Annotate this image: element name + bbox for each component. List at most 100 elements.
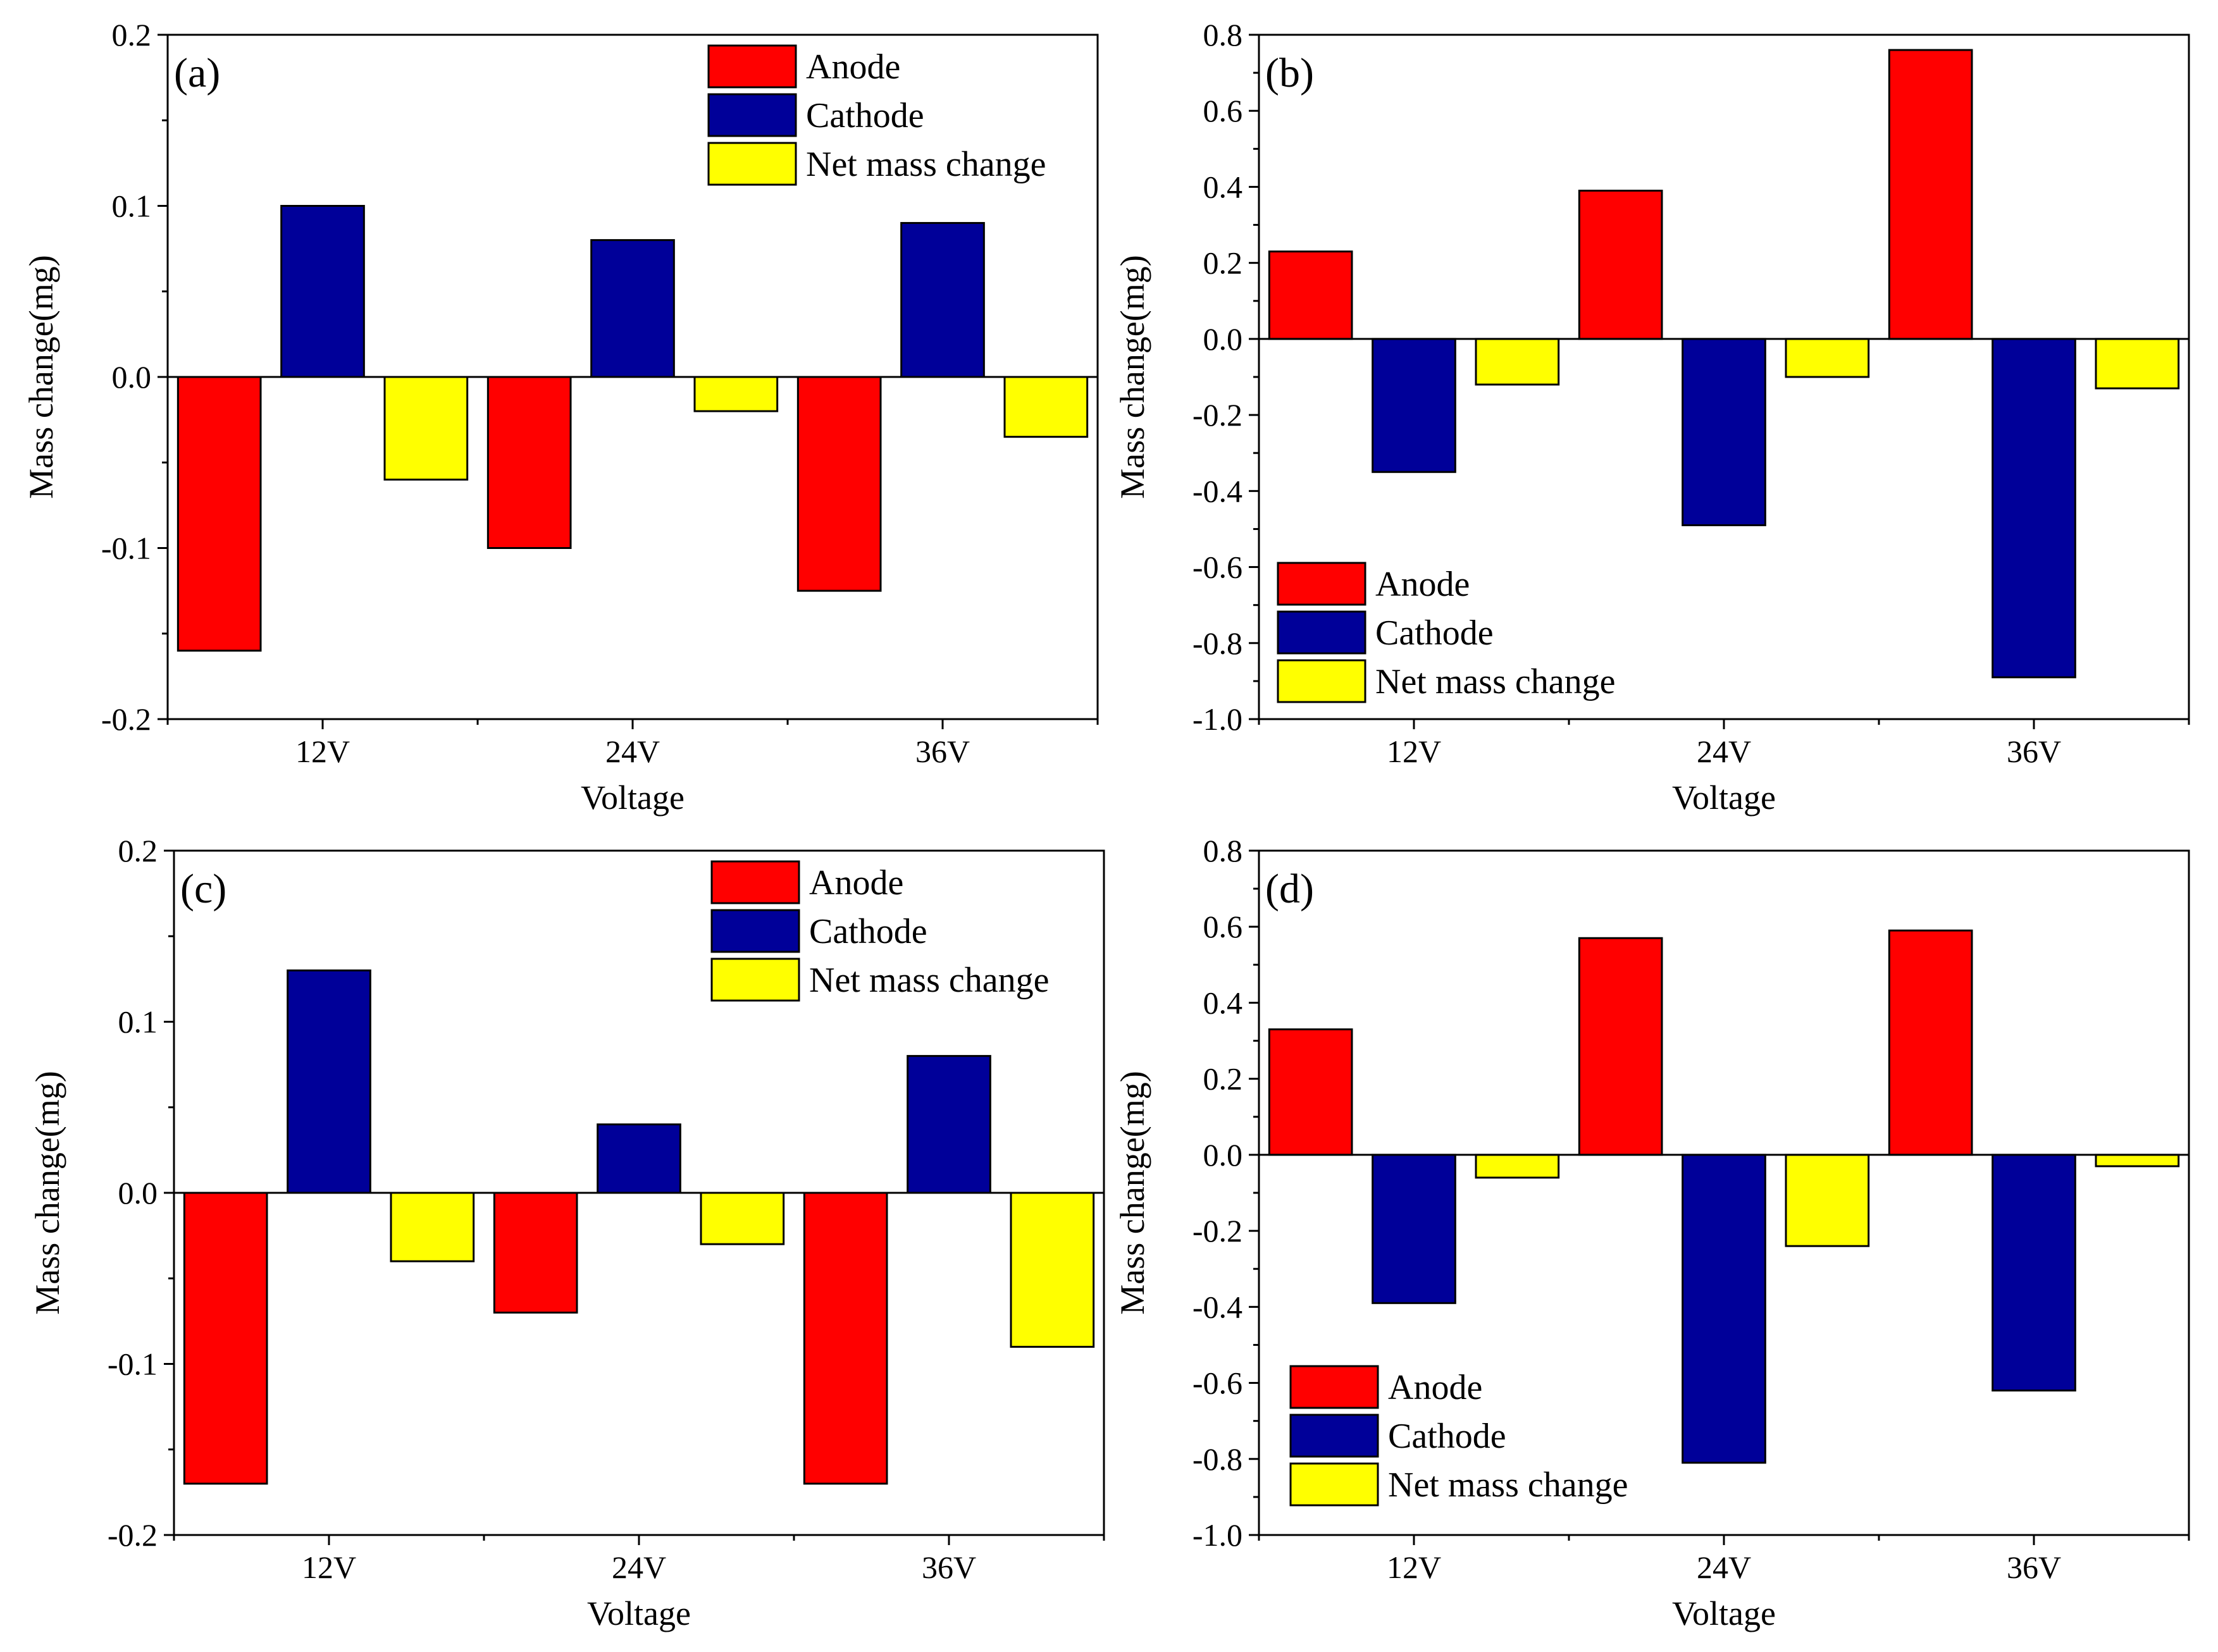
legend-swatch-cathode — [710, 909, 800, 953]
bar-c-net-36V — [1010, 1192, 1095, 1348]
bar-b-anode-36V — [1888, 49, 1973, 340]
legend-swatch-cathode — [1289, 1414, 1379, 1458]
x-tick-label: 24V — [612, 1550, 666, 1585]
x-tick-label: 24V — [1697, 734, 1751, 769]
x-axis-title: Voltage — [587, 1594, 691, 1632]
y-axis-title: Mass change(mg) — [22, 255, 60, 498]
bar-d-anode-24V — [1578, 937, 1663, 1156]
legend-swatch-net — [1289, 1462, 1379, 1507]
bar-c-net-12V — [390, 1192, 475, 1262]
y-tick-label: 0.6 — [1203, 93, 1243, 128]
legend-swatch-anode — [710, 860, 800, 904]
y-tick-label: -1.0 — [1193, 1517, 1242, 1553]
bar-b-net-12V — [1475, 338, 1560, 386]
bar-c-cathode-36V — [907, 1055, 991, 1194]
y-tick-label: -0.1 — [101, 531, 151, 566]
y-tick-label: -0.8 — [1193, 626, 1242, 661]
legend-swatch-cathode — [707, 93, 797, 137]
chart-panel-a: -0.2 -0.1 0.0 0.1 0.2 12V 24V 36V Voltage Mass ch… — [22, 17, 1099, 817]
y-tick-label: 0.2 — [1203, 1061, 1243, 1097]
y-tick-label: 0.8 — [1203, 17, 1243, 52]
x-tick-label: 12V — [302, 1550, 356, 1585]
panel-label: (a) — [174, 50, 220, 96]
bar-b-cathode-12V — [1372, 338, 1456, 473]
y-tick-label: 0.2 — [1203, 245, 1243, 281]
bar-d-net-12V — [1475, 1154, 1560, 1179]
panel-label: (c) — [180, 866, 226, 912]
bar-b-anode-12V — [1268, 250, 1353, 340]
x-tick-label: 24V — [1697, 1550, 1751, 1585]
legend-swatch-anode — [1277, 562, 1366, 606]
y-tick-label: 0.0 — [118, 1175, 158, 1211]
y-axis-title: Mass change(mg) — [1113, 255, 1151, 498]
legend: Anode Cathode Net mass change — [1277, 562, 1615, 703]
legend-label: Anode — [806, 47, 900, 87]
legend: Anode Cathode Net mass change — [707, 44, 1046, 186]
y-tick-label: 0.4 — [1203, 985, 1243, 1020]
bar-a-net-36V — [1003, 376, 1089, 438]
bar-b-cathode-24V — [1682, 338, 1766, 526]
bar-c-net-24V — [700, 1192, 785, 1245]
y-tick-label: 0.2 — [112, 17, 152, 52]
x-tick-label: 36V — [922, 1550, 976, 1585]
x-tick-label: 12V — [1387, 734, 1441, 769]
legend: Anode Cathode Net mass change — [1289, 1365, 1628, 1507]
x-axis-title: Voltage — [1672, 1594, 1776, 1632]
legend-swatch-cathode — [1277, 610, 1366, 655]
y-tick-label: -0.6 — [1193, 550, 1242, 585]
y-tick-label: 0.1 — [112, 188, 152, 224]
y-tick-label: 0.2 — [118, 833, 158, 868]
y-tick-label: -0.2 — [1193, 1213, 1242, 1248]
x-tick-label: 36V — [2007, 734, 2061, 769]
bar-b-net-36V — [2095, 338, 2180, 390]
legend-label: Net mass change — [809, 961, 1049, 1000]
legend-label: Cathode — [1375, 613, 1494, 653]
y-tick-label: 0.4 — [1203, 169, 1243, 204]
chart-panel-c: -0.2 -0.1 0.0 0.1 0.2 12V 24V 36V Voltage Mass ch… — [28, 833, 1105, 1632]
legend-swatch-anode — [707, 44, 797, 89]
panel-label: (d) — [1265, 866, 1314, 912]
bar-c-anode-12V — [183, 1192, 268, 1485]
chart-panel-b: -1.0 -0.8 -0.6 -0.4 -0.2 0.0 0.2 0.4 0.6 0.8 12V 24… — [1113, 17, 2190, 817]
y-tick-label: -0.8 — [1193, 1441, 1242, 1477]
legend-swatch-anode — [1289, 1365, 1379, 1409]
legend-swatch-net — [710, 958, 800, 1002]
y-tick-label: 0.1 — [118, 1004, 158, 1040]
legend-label: Cathode — [809, 912, 927, 951]
y-tick-label: -1.0 — [1193, 701, 1242, 737]
x-tick-label: 24V — [605, 734, 660, 769]
bar-d-anode-36V — [1888, 929, 1973, 1156]
y-tick-label: -0.2 — [1193, 397, 1242, 433]
x-tick-label: 36V — [915, 734, 970, 769]
bar-c-anode-36V — [803, 1192, 888, 1485]
y-tick-label: 0.8 — [1203, 833, 1243, 868]
x-tick-label: 36V — [2007, 1550, 2061, 1585]
x-tick-label: 12V — [1387, 1550, 1441, 1585]
bar-b-net-24V — [1785, 338, 1870, 378]
bar-a-cathode-36V — [900, 222, 985, 378]
legend-swatch-net — [707, 142, 797, 186]
y-tick-label: 0.0 — [1203, 1137, 1243, 1173]
bar-a-net-24V — [693, 376, 779, 412]
y-axis-title: Mass change(mg) — [1113, 1071, 1151, 1314]
legend-label: Anode — [1388, 1368, 1482, 1407]
bar-a-anode-12V — [177, 376, 262, 652]
y-tick-label: -0.2 — [108, 1517, 158, 1553]
bar-c-anode-24V — [493, 1192, 578, 1314]
x-axis-title: Voltage — [1672, 779, 1776, 817]
bar-d-cathode-36V — [1992, 1154, 2076, 1392]
bar-b-cathode-36V — [1992, 338, 2076, 679]
y-tick-label: -0.4 — [1193, 1289, 1242, 1324]
bar-a-cathode-12V — [280, 205, 365, 378]
bar-c-cathode-12V — [287, 969, 371, 1194]
y-tick-label: 0.0 — [1203, 321, 1243, 357]
x-axis-title: Voltage — [581, 779, 685, 817]
y-tick-label: -0.1 — [108, 1347, 158, 1382]
bar-a-anode-36V — [796, 376, 882, 592]
legend-label: Cathode — [1388, 1417, 1506, 1456]
bar-a-cathode-24V — [590, 239, 675, 378]
y-tick-label: 0.0 — [112, 359, 152, 395]
legend-label: Net mass change — [806, 145, 1046, 184]
bar-b-anode-24V — [1578, 189, 1663, 340]
